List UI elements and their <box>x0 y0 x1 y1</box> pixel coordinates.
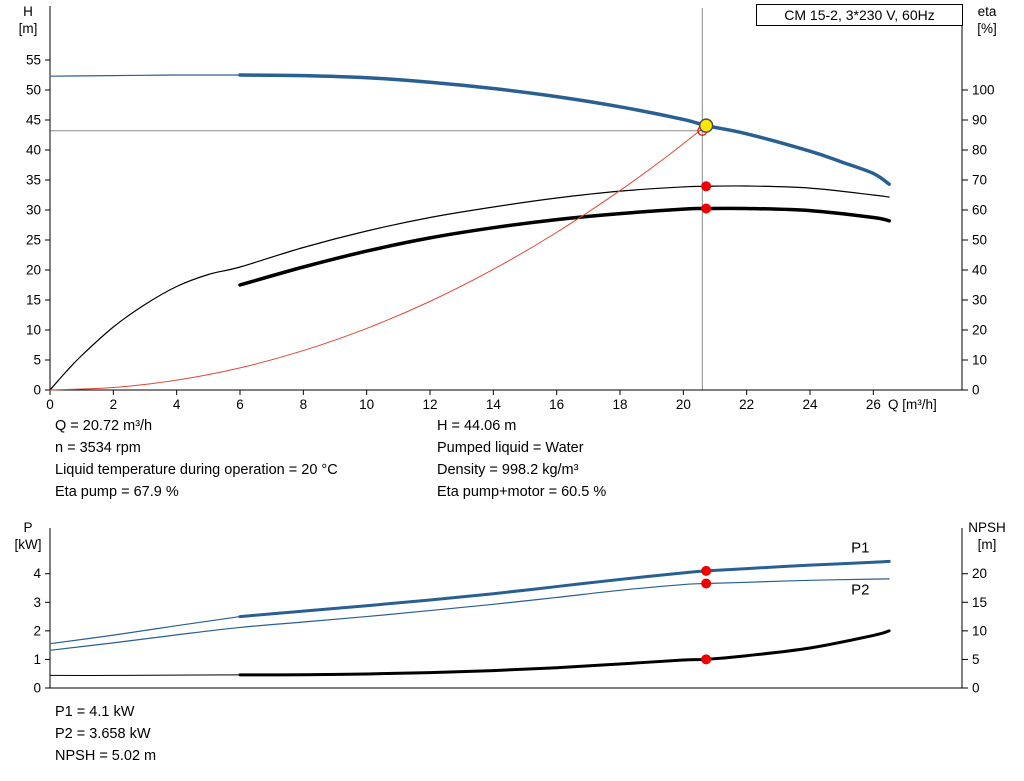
tick-label-right: 0 <box>972 681 980 696</box>
tick-label-x: 12 <box>422 397 437 412</box>
tick-label-left: 2 <box>33 623 41 638</box>
series-head-curve-lead-in <box>49 74 241 77</box>
tick-label-left: 35 <box>26 173 41 188</box>
power-npsh-chart-area: 0 1 2 3 4 0 5 10 15 20 P [kW] NPSH [m] P1 P2 <box>0 518 1024 703</box>
tick-label-left: 45 <box>26 113 41 128</box>
series-eta-pump-motor-curve <box>238 206 891 287</box>
result-flow: Q = 20.72 m³/h <box>55 418 153 434</box>
tick-label-right: 10 <box>972 353 987 368</box>
result-p1: P1 = 4.1 kW <box>55 704 135 720</box>
tick-label-right: 0 <box>972 383 980 398</box>
tick-label-right: 30 <box>972 293 987 308</box>
series-label-p1: P1 <box>851 539 869 556</box>
eta-pump-point-marker <box>701 181 712 192</box>
result-eta-pump-motor: Eta pump+motor = 60.5 % <box>437 484 607 500</box>
series-npsh-curve <box>238 629 891 677</box>
tick-label-x: 14 <box>486 397 502 412</box>
result-p2: P2 = 3.658 kW <box>55 726 151 742</box>
tick-label-right: 70 <box>972 173 987 188</box>
tick-label-left: 4 <box>33 566 41 581</box>
tick-label-right: 50 <box>972 233 987 248</box>
tick-label-x: 16 <box>549 397 564 412</box>
y-axis-label-left: [kW] <box>15 537 42 552</box>
result-density: Density = 998.2 kg/m³ <box>437 462 579 478</box>
tick-label-left: 0 <box>33 383 41 398</box>
duty-results-right: H = 44.06 m Pumped liquid = Water Densit… <box>437 415 606 503</box>
tick-label-x: 2 <box>110 397 118 412</box>
tick-label-left: 3 <box>33 595 41 610</box>
tick-label-right: 5 <box>972 652 980 667</box>
result-npsh: NPSH = 5.02 m <box>55 748 157 764</box>
series-npsh-lead-in <box>49 674 241 676</box>
tick-label-x: 8 <box>300 397 308 412</box>
y-axis-label-right: [%] <box>977 21 997 36</box>
series-eta-pump-curve <box>49 185 890 391</box>
result-eta-pump: Eta pump = 67.9 % <box>55 484 179 500</box>
qh-eta-chart-area: 0 5 10 15 20 25 30 35 40 45 50 55 0 10 20 30 40 50 60 70 80 9… <box>19 4 997 412</box>
y-axis-label-left: P <box>23 520 32 535</box>
npsh-point-marker <box>701 654 712 665</box>
y-axis-label-left: [m] <box>19 21 38 36</box>
p1-point-marker <box>701 565 712 576</box>
tick-label-x: 10 <box>359 397 374 412</box>
series-label-p2: P2 <box>851 581 869 598</box>
result-pumped-liquid: Pumped liquid = Water <box>437 440 584 456</box>
pump-model-box: CM 15-2, 3*230 V, 60Hz <box>756 4 963 26</box>
tick-label-right: 20 <box>972 323 987 338</box>
result-liquid-temperature: Liquid temperature during operation = 20… <box>55 462 338 478</box>
tick-label-right: 40 <box>972 263 987 278</box>
qh-eta-chart: 0510152025303540455055010203040506070809… <box>19 4 997 412</box>
y-axis-label-right: NPSH <box>968 520 1006 535</box>
pump-model-label: CM 15-2, 3*230 V, 60Hz <box>784 7 935 23</box>
tick-label-x: 4 <box>173 397 181 412</box>
tick-label-right: 10 <box>972 623 987 638</box>
tick-label-x: 24 <box>802 397 818 412</box>
y-axis-label-right: [m] <box>978 537 997 552</box>
x-axis-label: Q [m³/h] <box>888 397 937 412</box>
tick-label-left: 1 <box>33 652 41 667</box>
tick-label-left: 50 <box>26 83 41 98</box>
power-npsh-chart: 0 1 2 3 4 0 5 10 15 20 P [kW] NPSH [m] P1 P2 <box>15 520 1006 696</box>
tick-label-left: 15 <box>26 293 41 308</box>
duty-point-marker <box>698 118 714 133</box>
series-head-curve <box>238 73 891 186</box>
tick-label-right: 90 <box>972 113 987 128</box>
tick-label-left: 5 <box>33 353 41 368</box>
result-head: H = 44.06 m <box>437 418 517 434</box>
tick-label-x: 6 <box>236 397 244 412</box>
tick-label-right: 80 <box>972 143 987 158</box>
series-system-curve <box>49 125 707 391</box>
tick-label-left: 20 <box>26 263 41 278</box>
tick-label-left: 55 <box>26 53 41 68</box>
series-p1-curve <box>238 559 891 619</box>
tick-label-x: 18 <box>612 397 627 412</box>
tick-label-x: 20 <box>676 397 691 412</box>
tick-label-right: 100 <box>972 83 995 98</box>
tick-label-x: 22 <box>739 397 754 412</box>
series-p2-curve <box>49 578 890 651</box>
tick-label-left: 10 <box>26 323 41 338</box>
tick-label-x: 0 <box>46 397 54 412</box>
tick-label-right: 15 <box>972 595 987 610</box>
tick-label-left: 25 <box>26 233 41 248</box>
tick-label-left: 0 <box>33 681 41 696</box>
y-axis-label-left: H <box>23 4 33 19</box>
duty-results-left: Q = 20.72 m³/h n = 3534 rpm Liquid tempe… <box>55 415 338 503</box>
series-p1-lead-in <box>49 615 241 645</box>
result-speed: n = 3534 rpm <box>55 440 141 456</box>
y-axis-label-right: eta <box>978 4 997 19</box>
p2-point-marker <box>701 578 712 589</box>
eta-pump-motor-point-marker <box>701 203 712 214</box>
tick-label-right: 60 <box>972 203 987 218</box>
tick-label-left: 30 <box>26 203 41 218</box>
tick-label-right: 20 <box>972 566 987 581</box>
tick-label-left: 40 <box>26 143 41 158</box>
tick-label-x: 26 <box>866 397 881 412</box>
power-results: P1 = 4.1 kW P2 = 3.658 kW NPSH = 5.02 m <box>55 701 156 767</box>
